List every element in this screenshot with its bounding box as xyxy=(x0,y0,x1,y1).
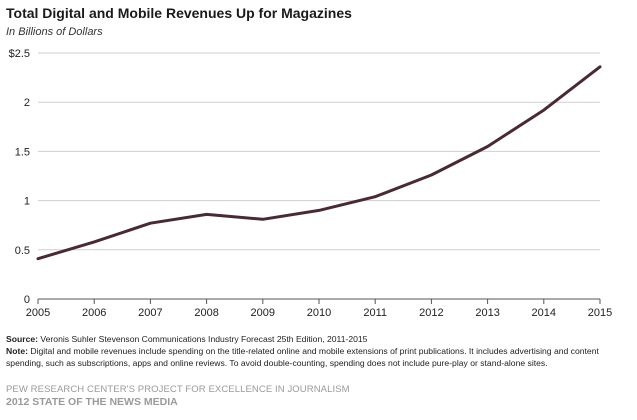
x-tick-labels: 2005 2006 2007 2008 2009 2010 2011 2012 2013 2014… xyxy=(26,307,612,319)
series-group xyxy=(36,65,602,261)
x-tick-label: 2010 xyxy=(307,307,331,319)
y-tick-label: 1 xyxy=(24,196,30,208)
note-text: Digital and mobile revenues include spen… xyxy=(6,346,599,368)
report-credit: 2012 STATE OF THE NEWS MEDIA xyxy=(6,396,178,408)
source-text: Veronis Suhler Stevenson Communications … xyxy=(40,334,368,344)
note-line: Note: Digital and mobile revenues includ… xyxy=(6,345,630,369)
x-tick-label: 2014 xyxy=(532,307,556,319)
series-line xyxy=(36,65,602,261)
x-tick-label: 2012 xyxy=(419,307,443,319)
chart-title: Total Digital and Mobile Revenues Up for… xyxy=(6,5,352,21)
x-tick-label: 2008 xyxy=(194,307,218,319)
x-tick-label: 2013 xyxy=(475,307,499,319)
org-credit: PEW RESEARCH CENTER'S PROJECT FOR EXCELL… xyxy=(6,384,350,395)
x-tick-label: 2005 xyxy=(26,307,50,319)
note-label: Note: xyxy=(6,346,28,356)
y-tick-label: 0.5 xyxy=(15,245,30,257)
grid-lines xyxy=(38,52,600,251)
chart-notes: Source: Veronis Suhler Stevenson Communi… xyxy=(6,333,630,369)
y-tick-label: $2.5 xyxy=(9,48,30,60)
axes xyxy=(37,298,601,304)
x-tick-label: 2006 xyxy=(82,307,106,319)
line-chart: 00.511.52$2.5 2005 2006 2007 2008 2009 2010 20… xyxy=(9,48,613,319)
y-tick-label: 2 xyxy=(24,97,30,109)
source-line: Source: Veronis Suhler Stevenson Communi… xyxy=(6,333,630,345)
x-tick-label: 2007 xyxy=(138,307,162,319)
y-tick-labels: 0 0.5 1 1.5 2 $2.5 xyxy=(9,48,30,306)
x-tick-label: 2015 xyxy=(588,307,612,319)
y-tick-label: 1.5 xyxy=(15,146,30,158)
chart-subtitle: In Billions of Dollars xyxy=(6,26,103,38)
x-tick-label: 2009 xyxy=(251,307,275,319)
source-label: Source: xyxy=(6,334,38,344)
x-tick-label: 2011 xyxy=(363,307,387,319)
y-tick-label: 0 xyxy=(24,294,30,306)
